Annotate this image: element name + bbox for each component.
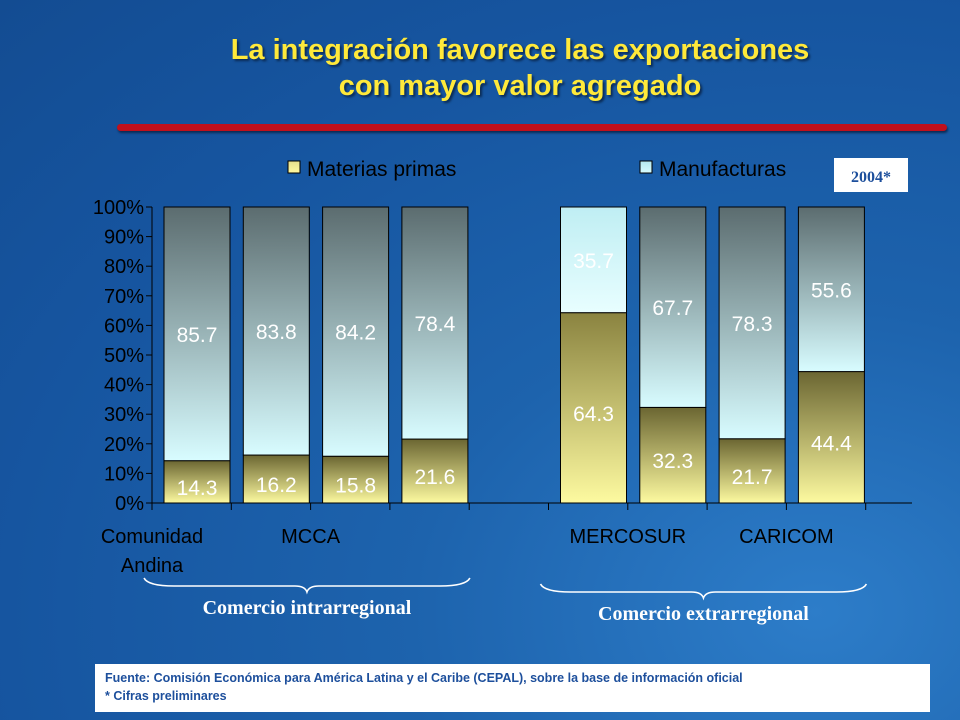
category-label: MERCOSUR bbox=[569, 526, 686, 548]
y-tick-label: 40% bbox=[104, 375, 144, 397]
bar-manufacturas bbox=[242, 206, 310, 456]
bar-manufacturas bbox=[401, 206, 469, 440]
bar-manufacturas bbox=[560, 206, 627, 314]
data-label-manufacturas: 85.7 bbox=[177, 324, 218, 347]
data-label-manufacturas: 55.6 bbox=[811, 279, 852, 302]
source-text: Fuente: Comisión Económica para América … bbox=[105, 671, 743, 685]
preliminary-note: * Cifras preliminares bbox=[105, 689, 227, 703]
bar-materias-primas bbox=[797, 371, 865, 504]
bar-materias-primas bbox=[560, 312, 627, 504]
legend-swatch-manufacturas bbox=[639, 160, 653, 174]
y-tick-label: 0% bbox=[115, 493, 144, 515]
data-label-materias: 16.2 bbox=[256, 474, 297, 497]
data-label-manufacturas: 67.7 bbox=[652, 297, 693, 320]
legend-swatch-materias bbox=[287, 160, 301, 174]
y-tick-label: 60% bbox=[104, 315, 144, 337]
y-tick-label: 50% bbox=[104, 345, 144, 367]
bar-materias-primas bbox=[718, 438, 786, 504]
bar-manufacturas bbox=[718, 206, 786, 440]
bar-manufacturas bbox=[639, 206, 707, 408]
data-label-manufacturas: 35.7 bbox=[573, 250, 614, 273]
group-brace bbox=[539, 583, 868, 601]
bar-manufacturas bbox=[322, 206, 390, 457]
group-brace bbox=[143, 577, 471, 595]
title-underline bbox=[117, 124, 947, 131]
data-label-manufacturas: 84.2 bbox=[335, 322, 376, 345]
data-label-materias: 21.7 bbox=[732, 466, 773, 489]
category-label: Comunidad bbox=[101, 526, 203, 548]
data-label-materias: 64.3 bbox=[573, 403, 614, 426]
bar-manufacturas bbox=[163, 206, 231, 462]
data-label-materias: 44.4 bbox=[811, 432, 852, 455]
year-badge bbox=[834, 158, 908, 192]
year-badge-text: 2004* bbox=[851, 169, 891, 186]
page-title: La integración favorece las exportacione… bbox=[110, 32, 930, 104]
bar-manufacturas bbox=[797, 206, 865, 373]
y-tick-label: 100% bbox=[93, 197, 144, 219]
group-label: Comercio intrarregional bbox=[203, 597, 412, 619]
bar-materias-primas bbox=[639, 406, 707, 504]
title-line-1: La integración favorece las exportacione… bbox=[230, 34, 810, 66]
data-label-materias: 14.3 bbox=[177, 477, 218, 500]
y-tick-label: 10% bbox=[104, 463, 144, 485]
y-tick-label: 70% bbox=[104, 286, 144, 308]
data-label-manufacturas: 78.3 bbox=[732, 313, 773, 336]
bar-materias-primas bbox=[322, 455, 390, 504]
bar-materias-primas bbox=[163, 460, 231, 504]
title-line-2: con mayor valor agregado bbox=[338, 70, 702, 102]
data-label-materias: 15.8 bbox=[335, 475, 376, 498]
data-label-materias: 21.6 bbox=[414, 466, 455, 489]
group-label: Comercio extrarregional bbox=[598, 603, 809, 625]
y-tick-label: 30% bbox=[104, 404, 144, 426]
data-label-materias: 32.3 bbox=[652, 450, 693, 473]
category-label: MCCA bbox=[281, 526, 341, 548]
bar-materias-primas bbox=[401, 438, 469, 504]
data-label-manufacturas: 83.8 bbox=[256, 321, 297, 344]
source-footer: Fuente: Comisión Económica para América … bbox=[95, 664, 930, 712]
y-tick-label: 80% bbox=[104, 256, 144, 278]
legend-label-manufacturas: Manufacturas bbox=[659, 158, 786, 181]
data-label-manufacturas: 78.4 bbox=[414, 313, 455, 336]
y-tick-label: 90% bbox=[104, 227, 144, 249]
legend-label-materias: Materias primas bbox=[307, 158, 456, 181]
category-label: Andina bbox=[121, 555, 184, 577]
y-tick-label: 20% bbox=[104, 434, 144, 456]
plot-area: 0% 10% 20% 30% 40% 50% 60% 70% 80% 90% 100% 14.3 85.… bbox=[93, 197, 912, 625]
category-label: CARICOM bbox=[739, 526, 833, 548]
